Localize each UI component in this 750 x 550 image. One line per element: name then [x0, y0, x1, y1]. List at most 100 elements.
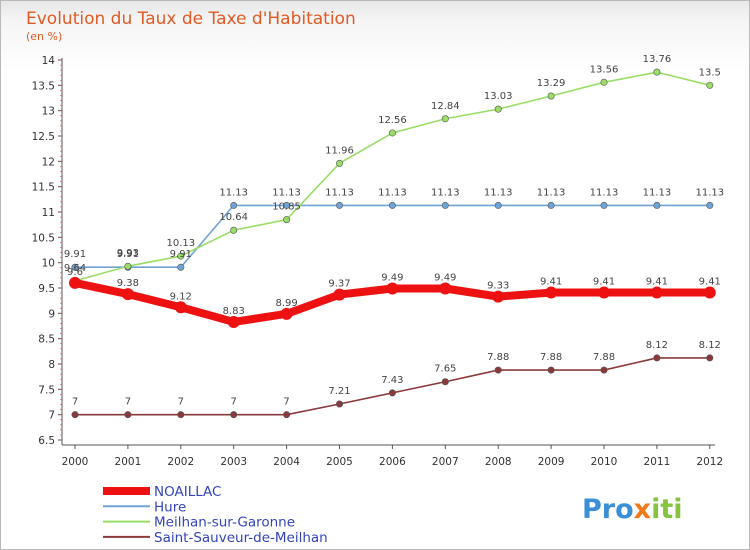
- legend: NOAILLACHureMeilhan-sur-GaronneSaint-Sau…: [103, 484, 328, 546]
- data-label: 13.76: [643, 54, 672, 65]
- data-point: [545, 286, 558, 299]
- data-point: [124, 262, 132, 270]
- data-label: 7.88: [593, 352, 615, 363]
- data-label: 7: [178, 397, 184, 408]
- x-tick-label: 2004: [273, 456, 300, 468]
- data-point: [283, 411, 291, 419]
- data-point: [706, 354, 714, 362]
- data-point: [441, 378, 449, 386]
- data-point: [388, 201, 396, 209]
- data-label: 12.56: [378, 115, 407, 126]
- data-label: 7.21: [328, 386, 350, 397]
- data-point: [124, 411, 132, 419]
- series-layer: [69, 68, 716, 419]
- data-label: 13.03: [484, 91, 513, 102]
- y-tick-label: 8.5: [38, 334, 55, 346]
- data-point: [494, 201, 502, 209]
- legend-label: Hure: [154, 499, 186, 515]
- data-point: [653, 201, 661, 209]
- axes: [61, 58, 715, 446]
- data-label: 7: [72, 397, 78, 408]
- data-label: 11.13: [272, 187, 301, 198]
- data-point: [174, 301, 187, 314]
- y-tick-label: 9.5: [38, 283, 55, 295]
- data-point: [547, 201, 555, 209]
- data-label: 7.43: [381, 375, 403, 386]
- data-label: 7.88: [487, 352, 509, 363]
- x-tick-label: 2001: [115, 456, 142, 468]
- data-label: 9.33: [487, 281, 509, 292]
- legend-label: Saint-Sauveur-de-Meilhan: [154, 530, 328, 546]
- data-label: 9.64: [64, 263, 86, 274]
- data-label: 8.83: [223, 306, 245, 317]
- x-tick-label: 2006: [379, 456, 406, 468]
- data-label: 9.37: [328, 279, 350, 290]
- data-point: [335, 159, 343, 167]
- data-labels: 9.6 9.38 9.12 8.83 8.99 9.37 9.49 9.49 9.33 9.41 9…: [64, 54, 724, 408]
- data-label: 11.13: [590, 187, 619, 198]
- data-point: [386, 282, 399, 295]
- data-point: [441, 115, 449, 123]
- data-label: 7.88: [540, 352, 562, 363]
- data-label: 9.38: [117, 278, 139, 289]
- data-point: [706, 201, 714, 209]
- x-tick-label: 2009: [538, 456, 565, 468]
- data-label: 11.13: [537, 187, 566, 198]
- chart-subtitle: (en %): [26, 30, 62, 43]
- data-label: 10.64: [219, 212, 248, 223]
- data-label: 9.91: [64, 249, 86, 260]
- data-point: [71, 411, 79, 419]
- data-point: [653, 68, 661, 76]
- data-point: [177, 263, 185, 271]
- x-tick-label: 2005: [326, 456, 353, 468]
- series-line-saint-sauveur-de-meilhan: [74, 357, 711, 416]
- data-label: 13.29: [537, 78, 566, 89]
- data-point: [703, 286, 716, 299]
- data-label: 9.91: [117, 249, 139, 260]
- y-tick-label: 14: [42, 55, 56, 67]
- data-point: [547, 92, 555, 100]
- logo-text: Proxiti: [582, 494, 683, 525]
- data-point: [600, 78, 608, 86]
- data-point: [494, 366, 502, 374]
- data-label: 7: [231, 397, 237, 408]
- y-tick-label: 13.5: [32, 80, 55, 92]
- y-tick-label: 13: [42, 106, 55, 118]
- data-point: [230, 226, 238, 234]
- data-point: [653, 354, 661, 362]
- data-point: [283, 216, 291, 224]
- data-label: 7: [125, 397, 131, 408]
- data-point: [600, 201, 608, 209]
- x-tick-label: 2000: [62, 456, 89, 468]
- x-axis-ticks: 2000 2001 2002 2003 2004 2005 2006 2007 2008 2009…: [62, 445, 723, 468]
- data-point: [492, 290, 505, 303]
- data-point: [439, 282, 452, 295]
- data-point: [706, 81, 714, 89]
- data-label: 7: [283, 397, 289, 408]
- x-tick-label: 2007: [432, 456, 459, 468]
- data-label: 11.13: [484, 187, 513, 198]
- data-point: [121, 288, 134, 301]
- data-point: [333, 288, 346, 301]
- x-tick-label: 2008: [485, 456, 512, 468]
- data-label: 10.85: [272, 202, 301, 213]
- data-point: [227, 315, 240, 328]
- data-point: [283, 201, 291, 209]
- data-point: [177, 411, 185, 419]
- data-label: 8.99: [275, 298, 297, 309]
- x-tick-label: 2003: [220, 456, 247, 468]
- y-axis-ticks: 6.5 7 7.5 8 8.5 9 9.5 10 10.5 11 11.5 12 12.5 13 13.5 1…: [32, 55, 62, 447]
- data-label: 11.13: [431, 187, 460, 198]
- data-label: 9.93: [117, 248, 139, 259]
- data-point: [388, 389, 396, 397]
- y-tick-label: 7.5: [38, 384, 55, 396]
- y-tick-label: 12.5: [32, 131, 55, 143]
- x-tick-label: 2011: [644, 456, 671, 468]
- data-label: 9.12: [170, 291, 192, 302]
- data-point: [547, 366, 555, 374]
- data-label: 10.13: [166, 238, 195, 249]
- x-tick-label: 2010: [591, 456, 618, 468]
- y-tick-label: 7: [48, 410, 55, 422]
